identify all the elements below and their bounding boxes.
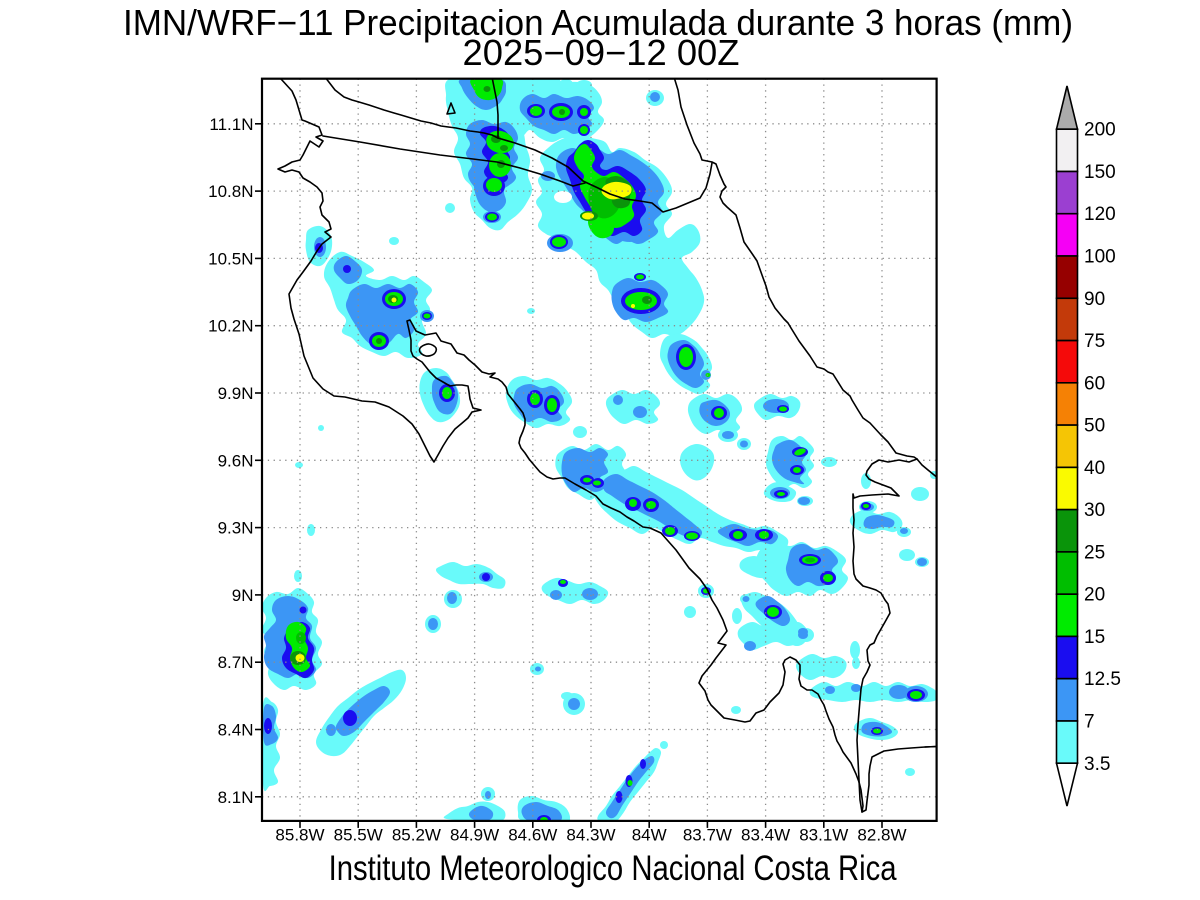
svg-text:60: 60 [1084,373,1105,394]
svg-text:8.4N: 8.4N [218,721,254,740]
svg-text:90: 90 [1084,289,1105,310]
svg-text:10.5N: 10.5N [208,249,253,268]
svg-text:83.7W: 83.7W [683,826,732,845]
svg-text:84W: 84W [632,826,667,845]
svg-text:83.4W: 83.4W [741,826,790,845]
svg-text:85.2W: 85.2W [392,826,441,845]
svg-text:83.1W: 83.1W [799,826,848,845]
svg-text:30: 30 [1084,500,1105,521]
svg-text:3.5: 3.5 [1084,754,1110,775]
svg-text:12.5: 12.5 [1084,669,1121,690]
svg-text:200: 200 [1084,120,1116,141]
svg-text:84.6W: 84.6W [508,826,557,845]
svg-text:15: 15 [1084,627,1105,648]
svg-text:84.9W: 84.9W [450,826,499,845]
svg-text:40: 40 [1084,458,1105,479]
svg-text:Instituto Meteorologico Nacion: Instituto Meteorologico Nacional Costa R… [329,849,897,888]
svg-text:9.9N: 9.9N [218,384,254,403]
svg-text:25: 25 [1084,542,1105,563]
svg-text:120: 120 [1084,204,1116,225]
svg-text:IMN/WRF−11 Precipitacion Acumu: IMN/WRF−11 Precipitacion Acumulada duran… [123,2,1073,43]
svg-text:82.8W: 82.8W [857,826,906,845]
svg-text:100: 100 [1084,247,1116,268]
svg-text:8.7N: 8.7N [218,653,254,672]
svg-text:2025−09−12 00Z: 2025−09−12 00Z [463,32,740,73]
svg-text:11.1N: 11.1N [209,115,253,134]
svg-text:7: 7 [1084,712,1095,733]
svg-text:50: 50 [1084,416,1105,437]
svg-text:75: 75 [1084,331,1105,352]
svg-text:84.3W: 84.3W [566,826,615,845]
svg-text:85.8W: 85.8W [275,826,324,845]
svg-text:9.3N: 9.3N [218,519,254,538]
svg-text:85.5W: 85.5W [334,826,383,845]
svg-text:8.1N: 8.1N [218,788,254,807]
svg-text:9N: 9N [232,586,254,605]
svg-text:9.6N: 9.6N [218,451,254,470]
svg-text:10.8N: 10.8N [208,182,253,201]
svg-text:10.2N: 10.2N [208,317,253,336]
svg-text:150: 150 [1084,162,1116,183]
svg-text:20: 20 [1084,585,1105,606]
